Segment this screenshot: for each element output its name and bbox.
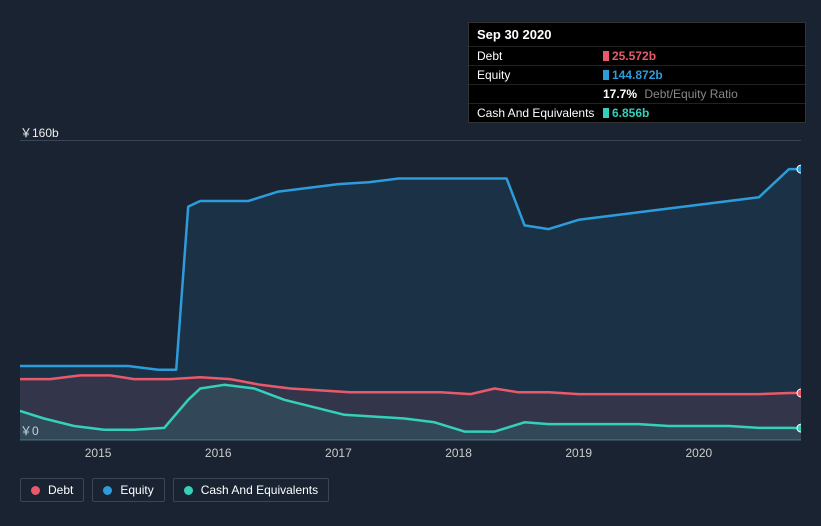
xaxis-tick: 2016	[205, 446, 232, 460]
tooltip-ratio-row: 17.7% Debt/Equity Ratio	[469, 84, 805, 103]
chart-container: { "colors": { "background": "#1a2332", "…	[0, 0, 821, 526]
xaxis-tick: 2020	[686, 446, 713, 460]
chart-svg	[20, 141, 801, 441]
tooltip-ratio-value: 17.7%	[603, 87, 637, 101]
tooltip-cash-value: 6.856b	[603, 106, 649, 120]
series-end-marker-debt	[797, 389, 801, 397]
tooltip-cash-row: Cash And Equivalents 6.856b	[469, 103, 805, 122]
legend-item-label: Equity	[120, 483, 153, 497]
chart-legend: Debt Equity Cash And Equivalents	[20, 478, 329, 502]
legend-item[interactable]: Equity	[92, 478, 164, 502]
legend-item-label: Cash And Equivalents	[201, 483, 318, 497]
xaxis-tick: 2017	[325, 446, 352, 460]
xaxis-tick: 2018	[445, 446, 472, 460]
legend-dot-icon	[184, 486, 193, 495]
legend-item[interactable]: Debt	[20, 478, 84, 502]
tooltip-row-value: 144.872b	[603, 68, 663, 82]
legend-item[interactable]: Cash And Equivalents	[173, 478, 329, 502]
legend-dot-icon	[31, 486, 40, 495]
xaxis-tick: 2019	[565, 446, 592, 460]
tooltip-row-label: Debt	[477, 49, 603, 63]
legend-item-label: Debt	[48, 483, 73, 497]
tooltip-row-label: Equity	[477, 68, 603, 82]
chart-tooltip: Sep 30 2020 Debt25.572bEquity144.872b 17…	[468, 22, 806, 123]
tooltip-date: Sep 30 2020	[469, 23, 805, 46]
xaxis: 2015 2016 2017 2018 2019 2020	[20, 446, 801, 466]
yaxis-max-label: ￥160b	[20, 124, 59, 141]
chart-plot-area[interactable]	[20, 140, 801, 440]
tooltip-row: Debt25.572b	[469, 46, 805, 65]
tooltip-ratio-label: Debt/Equity Ratio	[644, 87, 737, 101]
tooltip-row: Equity144.872b	[469, 65, 805, 84]
legend-dot-icon	[103, 486, 112, 495]
tooltip-row-value: 25.572b	[603, 49, 656, 63]
xaxis-tick: 2015	[85, 446, 112, 460]
tooltip-cash-label: Cash And Equivalents	[477, 106, 603, 120]
series-end-marker-cash	[797, 424, 801, 432]
series-end-marker-equity	[797, 165, 801, 173]
